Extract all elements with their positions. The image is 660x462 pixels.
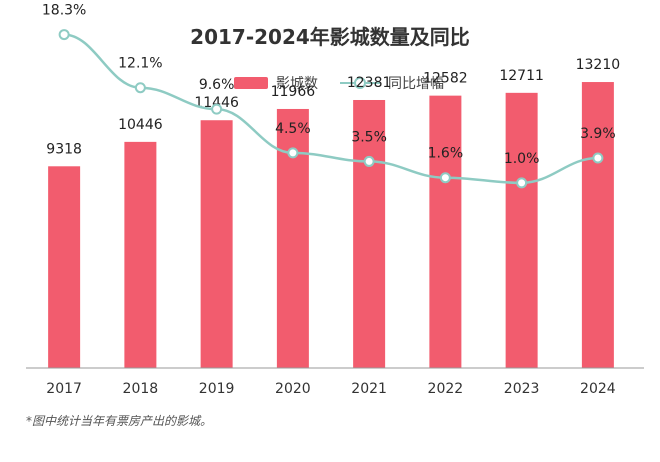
growth-labels-group: 18.3% 12.1% 9.6% 4.5% 3.5% 1.6% 1.0% 3.9%: [42, 3, 616, 167]
x-tick-labels: 2017 2018 2019 2020 2021 2022 2023 2024: [46, 381, 615, 397]
bar-2024: [581, 82, 614, 368]
growth-point-2019: [211, 103, 223, 115]
legend-bar-label: 影城数: [276, 76, 318, 92]
legend-line-label: 同比增幅: [388, 76, 444, 92]
growth-point-2017: [58, 29, 70, 41]
bar-value-label-2017: 9318: [46, 141, 82, 157]
growth-point-2023: [516, 177, 528, 189]
growth-label-2017: 18.3%: [42, 3, 86, 19]
x-tick-2018: 2018: [123, 381, 159, 397]
x-tick-2022: 2022: [428, 381, 464, 397]
bar-2018: [124, 141, 157, 368]
x-tick-2023: 2023: [504, 381, 540, 397]
x-tick-2019: 2019: [199, 381, 235, 397]
bar-2017: [48, 166, 81, 368]
footnote: *图中统计当年有票房产出的影城。: [26, 414, 212, 428]
growth-point-2021: [363, 155, 375, 167]
legend-bar-swatch: [234, 77, 268, 89]
growth-label-2018: 12.1%: [118, 56, 162, 72]
growth-label-2019: 9.6%: [199, 77, 235, 93]
legend: 影城数 同比增幅: [234, 76, 444, 92]
bar-value-label-2021: 12381: [347, 75, 392, 91]
bar-value-label-2020: 11966: [271, 84, 316, 100]
x-tick-2017: 2017: [46, 381, 82, 397]
bar-2021: [353, 99, 386, 369]
growth-label-2024: 3.9%: [580, 126, 616, 142]
bar-2023: [505, 92, 538, 368]
chart-title: 2017-2024年影城数量及同比: [190, 25, 470, 49]
x-tick-2020: 2020: [275, 381, 311, 397]
x-tick-2024: 2024: [580, 381, 616, 397]
growth-label-2023: 1.0%: [504, 151, 540, 167]
bar-2022: [429, 95, 462, 368]
bar-2019: [200, 120, 233, 368]
growth-point-2024: [592, 152, 604, 164]
bar-value-label-2023: 12711: [499, 68, 544, 84]
growth-points-group: [58, 29, 604, 189]
growth-point-2022: [439, 172, 451, 184]
bar-value-label-2022: 12582: [423, 71, 468, 87]
growth-label-2021: 3.5%: [351, 129, 387, 145]
bar-value-label-2018: 10446: [118, 117, 163, 133]
growth-point-2018: [134, 82, 146, 94]
legend-line-marker: [354, 77, 366, 89]
growth-label-2020: 4.5%: [275, 121, 311, 137]
growth-label-2022: 1.6%: [428, 146, 464, 162]
growth-point-2020: [287, 147, 299, 159]
x-tick-2021: 2021: [351, 381, 387, 397]
bar-value-label-2024: 13210: [576, 57, 621, 73]
